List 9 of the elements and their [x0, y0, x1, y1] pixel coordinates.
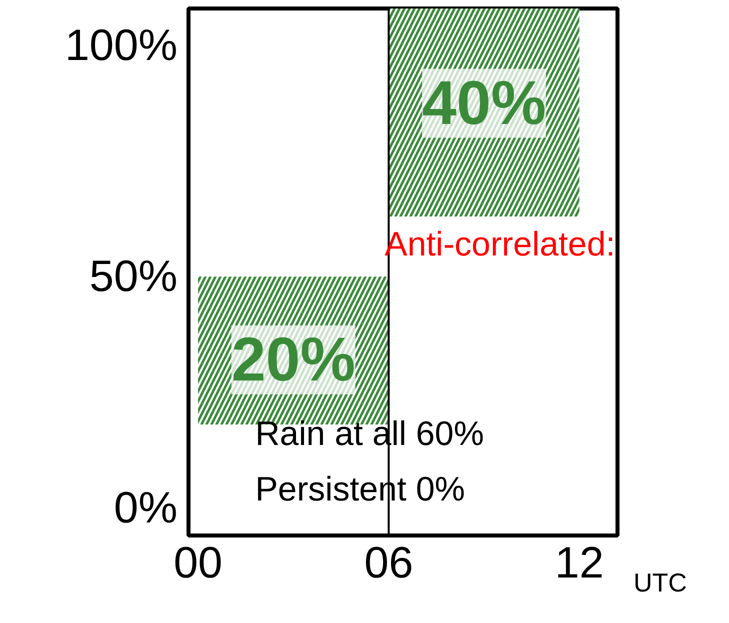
x-tick-label: 00 — [174, 538, 223, 588]
annotation: 40% — [422, 68, 546, 138]
x-tick-label: 06 — [364, 538, 414, 588]
y-tick-label: 100% — [64, 20, 178, 70]
y-tick-label: 0% — [114, 483, 178, 532]
annotation: 20% — [231, 325, 356, 394]
x-axis-title: UTC — [634, 568, 687, 598]
y-tick-label: 50% — [89, 252, 178, 302]
x-tick-label: 12 — [554, 538, 604, 588]
